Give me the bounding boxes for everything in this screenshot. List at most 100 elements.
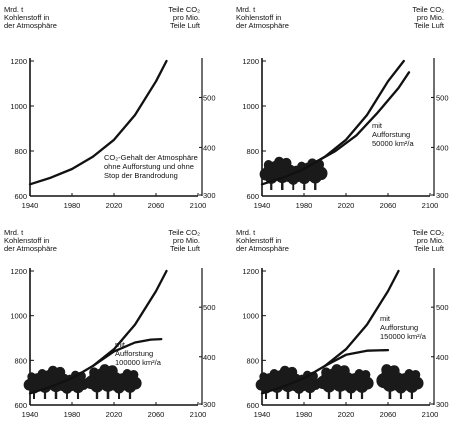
right-axis-title: Teile Luft — [170, 244, 201, 253]
left-axis-title: der Atmosphäre — [236, 244, 289, 253]
left-axis-title: Mrd. t — [236, 228, 256, 237]
tree-trunk — [33, 390, 35, 399]
x-tick-label: 2020 — [106, 410, 123, 419]
tree-trunk — [350, 390, 352, 399]
chart-annotation: mit — [372, 121, 383, 130]
x-tick-label: 2060 — [148, 410, 165, 419]
y-tick-label: 800 — [14, 356, 27, 365]
tree-trunk — [292, 182, 295, 190]
left-axis-title: Mrd. t — [236, 5, 256, 14]
tree-crown — [308, 169, 323, 184]
x-tick-label: 2060 — [148, 201, 165, 210]
x-tick-label: 1980 — [64, 410, 81, 419]
tree-trunk — [270, 180, 273, 190]
series-line-1 — [260, 269, 400, 395]
chart-annotation: 150000 km²/a — [380, 332, 427, 341]
right-axis-title: Teile CO₂ — [412, 228, 444, 237]
y-tick-label: 1200 — [242, 57, 259, 66]
y-tick-label: 600 — [246, 192, 259, 201]
right-axis-title: Teile Luft — [414, 21, 445, 30]
x-tick-label: 1940 — [22, 410, 39, 419]
y-tick-label: 1000 — [242, 312, 259, 321]
right-tick-label: 300 — [203, 400, 216, 409]
series-line-2 — [313, 71, 411, 164]
right-tick-label: 500 — [203, 303, 216, 312]
x-tick-label: 2020 — [338, 201, 355, 210]
tree-trunk — [410, 389, 414, 399]
tree-trunk — [308, 390, 312, 399]
tree-trunk — [286, 388, 290, 399]
tree-trunk — [399, 390, 402, 399]
y-tick-label: 600 — [14, 192, 27, 201]
x-tick-label: 1980 — [296, 201, 313, 210]
right-tick-label: 400 — [436, 143, 449, 152]
tree-trunk — [128, 389, 132, 399]
right-axis-title: Teile Luft — [414, 244, 445, 253]
tree-trunk — [303, 181, 306, 190]
x-tick-label: 2060 — [380, 410, 397, 419]
y-tick-label: 800 — [14, 147, 27, 156]
chart-annotation: Aufforstung — [115, 349, 153, 358]
series-line-2 — [323, 348, 390, 368]
y-tick-label: 1000 — [10, 312, 27, 321]
left-axis-title: der Atmosphäre — [4, 21, 57, 30]
chart-annotation: 50000 km²/a — [372, 139, 415, 148]
tree-crown — [129, 369, 139, 380]
tree-trunk — [298, 391, 300, 399]
y-tick-label: 1200 — [242, 267, 259, 276]
forest-illustration — [23, 364, 142, 399]
left-axis-title: Kohlenstoff in — [4, 236, 49, 245]
chart-annotation: Stop der Brandrodung — [104, 171, 178, 180]
tree-trunk — [265, 390, 267, 399]
x-tick-label: 2100 — [190, 201, 207, 210]
chart-annotation: Aufforstung — [380, 323, 418, 332]
x-tick-label: 2100 — [422, 201, 439, 210]
tree-crown — [355, 379, 369, 393]
y-tick-label: 800 — [246, 147, 259, 156]
x-tick-label: 2100 — [422, 410, 439, 419]
tree-trunk — [95, 389, 99, 399]
right-axis-title: pro Mio. — [417, 13, 444, 22]
tree-crown — [361, 369, 371, 380]
tree-trunk — [54, 388, 58, 399]
left-axis-title: Mrd. t — [4, 228, 24, 237]
right-tick-label: 400 — [203, 353, 216, 362]
right-axis-title: Teile CO₂ — [412, 5, 444, 14]
x-tick-label: 1940 — [254, 201, 271, 210]
y-tick-label: 600 — [14, 401, 27, 410]
chart-annotation: 100000 km²/a — [115, 358, 162, 367]
y-tick-label: 1000 — [242, 102, 259, 111]
right-tick-label: 300 — [203, 191, 216, 200]
tree-trunk — [338, 388, 342, 399]
right-axis-title: pro Mio. — [173, 236, 200, 245]
right-tick-label: 300 — [436, 191, 449, 200]
tree-trunk — [360, 389, 364, 399]
right-axis-title: pro Mio. — [173, 13, 200, 22]
tree-trunk — [327, 389, 331, 399]
tree-crown — [71, 380, 85, 394]
right-tick-label: 300 — [436, 400, 449, 409]
right-axis-title: Teile Luft — [170, 21, 201, 30]
left-axis-title: der Atmosphäre — [4, 244, 57, 253]
tree-trunk — [275, 389, 279, 399]
tree-crown — [405, 379, 419, 393]
tree-crown — [303, 380, 317, 394]
series-line-2 — [91, 337, 163, 368]
right-axis-title: pro Mio. — [417, 236, 444, 245]
left-axis-title: Kohlenstoff in — [236, 236, 281, 245]
tree-trunk — [66, 391, 68, 399]
tree-trunk — [118, 390, 120, 399]
left-axis-title: Mrd. t — [4, 5, 24, 14]
x-tick-label: 2020 — [338, 410, 355, 419]
y-tick-label: 600 — [246, 401, 259, 410]
y-tick-label: 1000 — [10, 102, 27, 111]
chart-annotation: mit — [115, 340, 126, 349]
right-axis-title: Teile CO₂ — [168, 5, 200, 14]
y-tick-label: 800 — [246, 356, 259, 365]
left-axis-title: Kohlenstoff in — [236, 13, 281, 22]
left-axis-title: der Atmosphäre — [236, 21, 289, 30]
y-tick-label: 1200 — [10, 57, 27, 66]
tree-trunk — [388, 388, 392, 399]
